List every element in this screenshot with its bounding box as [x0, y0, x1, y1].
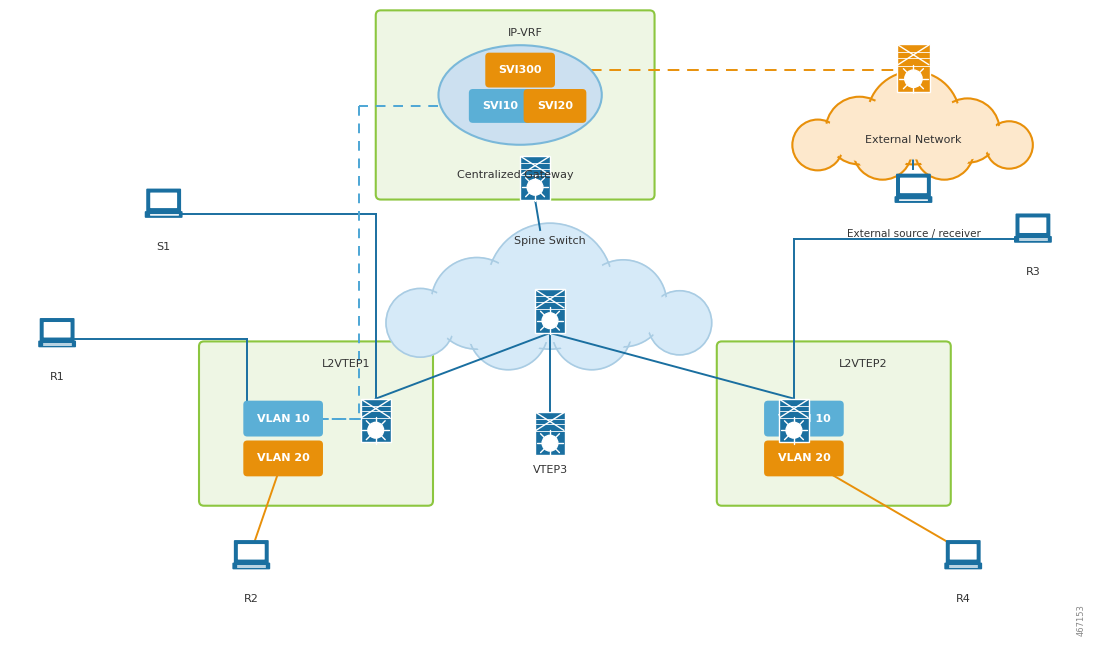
- Circle shape: [857, 124, 909, 176]
- FancyBboxPatch shape: [146, 189, 182, 212]
- Text: Spine Switch: Spine Switch: [514, 236, 586, 247]
- FancyBboxPatch shape: [764, 441, 844, 476]
- Text: R4: R4: [956, 594, 970, 604]
- Circle shape: [580, 260, 667, 347]
- Text: VLAN 20: VLAN 20: [778, 454, 830, 463]
- FancyBboxPatch shape: [779, 398, 808, 443]
- FancyBboxPatch shape: [520, 156, 550, 199]
- Text: External source / receiver: External source / receiver: [847, 229, 980, 239]
- FancyBboxPatch shape: [944, 563, 982, 569]
- FancyBboxPatch shape: [524, 89, 586, 123]
- Circle shape: [557, 295, 627, 365]
- Circle shape: [386, 288, 454, 357]
- Text: IP-VRF: IP-VRF: [508, 29, 542, 38]
- Circle shape: [585, 265, 661, 341]
- Circle shape: [367, 422, 384, 438]
- Circle shape: [826, 97, 893, 164]
- FancyBboxPatch shape: [238, 544, 265, 559]
- FancyBboxPatch shape: [717, 341, 950, 506]
- FancyBboxPatch shape: [243, 441, 323, 476]
- FancyBboxPatch shape: [243, 400, 323, 437]
- Text: VLAN 10: VLAN 10: [778, 413, 830, 424]
- Text: S1: S1: [156, 242, 170, 252]
- FancyBboxPatch shape: [949, 544, 977, 559]
- FancyBboxPatch shape: [946, 540, 980, 563]
- Text: Centralized Gateway: Centralized Gateway: [456, 169, 573, 180]
- Circle shape: [552, 289, 631, 370]
- Circle shape: [648, 291, 712, 355]
- FancyBboxPatch shape: [145, 211, 183, 218]
- Circle shape: [988, 124, 1030, 166]
- FancyBboxPatch shape: [232, 563, 271, 569]
- Circle shape: [651, 295, 708, 351]
- Circle shape: [872, 77, 955, 159]
- Text: SVI300: SVI300: [498, 65, 542, 75]
- Ellipse shape: [439, 45, 602, 145]
- Text: SVI10: SVI10: [482, 101, 518, 111]
- FancyBboxPatch shape: [469, 89, 531, 123]
- FancyBboxPatch shape: [900, 178, 927, 193]
- FancyBboxPatch shape: [376, 10, 654, 199]
- FancyBboxPatch shape: [1020, 217, 1046, 233]
- FancyBboxPatch shape: [896, 44, 929, 92]
- Text: L2VTEP1: L2VTEP1: [321, 360, 370, 369]
- FancyBboxPatch shape: [535, 289, 565, 333]
- Circle shape: [905, 70, 922, 88]
- Text: VTEP3: VTEP3: [532, 465, 568, 475]
- FancyBboxPatch shape: [485, 53, 556, 88]
- Circle shape: [431, 258, 522, 349]
- FancyBboxPatch shape: [535, 411, 565, 456]
- Circle shape: [935, 99, 1000, 163]
- Circle shape: [986, 121, 1033, 169]
- Circle shape: [867, 71, 960, 164]
- Text: R1: R1: [50, 372, 65, 382]
- Circle shape: [487, 223, 613, 349]
- Text: L2VTEP2: L2VTEP2: [839, 360, 888, 369]
- Circle shape: [829, 101, 889, 160]
- Circle shape: [437, 263, 517, 344]
- FancyBboxPatch shape: [361, 398, 390, 443]
- Circle shape: [527, 179, 543, 195]
- Text: External Network: External Network: [866, 135, 961, 145]
- FancyBboxPatch shape: [764, 400, 844, 437]
- Text: SVI20: SVI20: [537, 101, 573, 111]
- Circle shape: [542, 313, 558, 328]
- Circle shape: [786, 422, 802, 438]
- Text: VLAN 10: VLAN 10: [256, 413, 309, 424]
- Circle shape: [918, 124, 970, 176]
- FancyBboxPatch shape: [1014, 236, 1052, 243]
- FancyBboxPatch shape: [894, 196, 933, 203]
- Text: R3: R3: [1025, 267, 1041, 277]
- Circle shape: [542, 435, 558, 451]
- FancyBboxPatch shape: [199, 341, 433, 506]
- Circle shape: [495, 231, 605, 341]
- Circle shape: [915, 121, 974, 180]
- Circle shape: [473, 295, 543, 365]
- FancyBboxPatch shape: [234, 540, 268, 563]
- Circle shape: [795, 123, 840, 167]
- Text: R2: R2: [244, 594, 258, 604]
- Circle shape: [469, 289, 548, 370]
- Circle shape: [390, 293, 451, 353]
- Text: 467153: 467153: [1077, 604, 1086, 635]
- FancyBboxPatch shape: [39, 341, 76, 347]
- Circle shape: [852, 121, 912, 180]
- FancyBboxPatch shape: [151, 193, 177, 208]
- Circle shape: [939, 103, 996, 159]
- Text: VLAN 20: VLAN 20: [256, 454, 309, 463]
- Circle shape: [792, 119, 843, 171]
- FancyBboxPatch shape: [44, 322, 70, 337]
- FancyBboxPatch shape: [896, 174, 931, 197]
- FancyBboxPatch shape: [1015, 214, 1050, 237]
- FancyBboxPatch shape: [40, 318, 75, 341]
